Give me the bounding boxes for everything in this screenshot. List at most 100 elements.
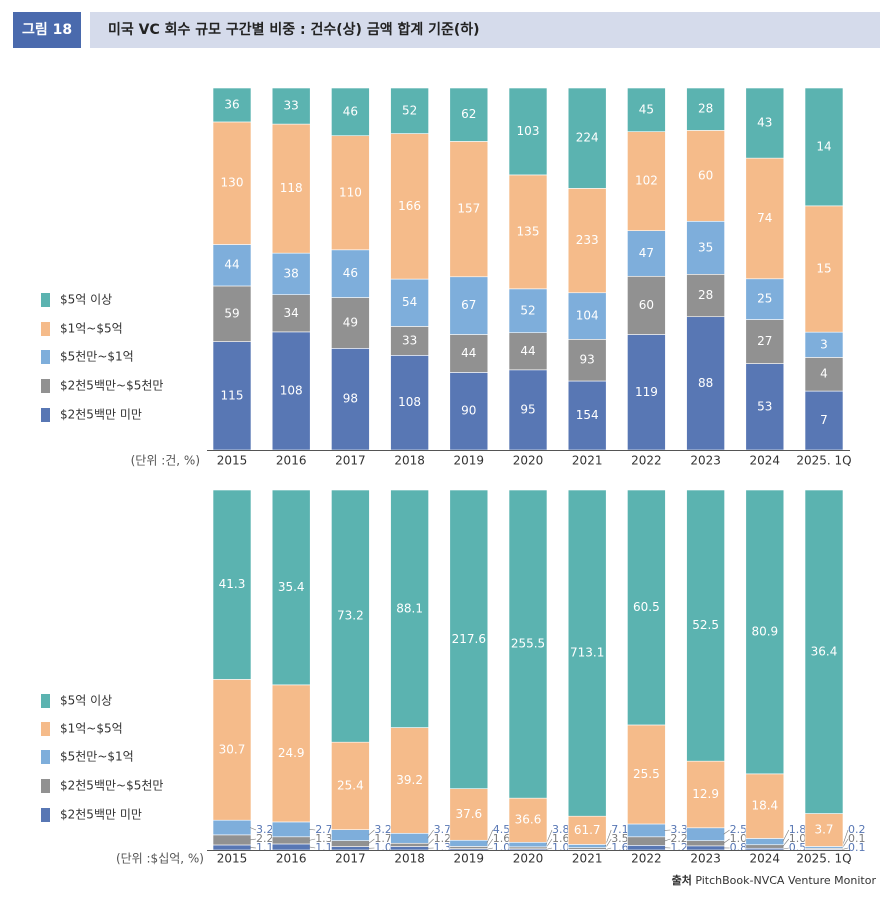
data-label-100-500-amount: 61.7	[574, 823, 601, 837]
bar-segment-over-500-amount	[271, 489, 311, 686]
bar-segment-over-500-count	[390, 87, 429, 134]
source-label: 출처	[671, 874, 692, 887]
bar-segment-under-25-amount	[271, 843, 311, 851]
data-label-50-100-amount: 3.7	[434, 823, 452, 836]
x-tick-label: 2024	[750, 454, 781, 468]
bar-segment-over-500-amount	[508, 489, 548, 799]
bar-segment-100-500-amount	[686, 760, 725, 829]
data-label-under-25-count: 119	[635, 385, 658, 399]
x-tick-label: 2018	[394, 852, 425, 866]
data-label-100-500-count: 110	[339, 185, 362, 199]
leader-line	[782, 829, 790, 842]
data-label-over-500-count: 28	[698, 102, 713, 116]
data-label-50-100-count: 46	[343, 266, 358, 280]
bar-segment-50-100-count	[508, 288, 548, 334]
bar-segment-over-500-count	[331, 87, 370, 137]
bar-segment-50-100-amount	[627, 823, 666, 838]
data-label-100-500-amount: 39.2	[396, 773, 423, 787]
leader-line	[486, 847, 493, 850]
bar-segment-50-100-count	[331, 249, 370, 298]
data-label-over-500-amount: 41.3	[219, 577, 246, 591]
data-label-100-500-amount: 37.6	[455, 807, 482, 821]
data-label-50-100-amount: 4.5	[493, 823, 511, 836]
x-tick-label: 2022	[631, 852, 662, 866]
bar-segment-100-500-count	[508, 174, 548, 290]
data-label-25-50-count: 34	[284, 306, 299, 320]
data-label-25-50-amount: 1.0	[789, 832, 807, 845]
data-label-100-500-amount: 36.6	[515, 813, 542, 827]
x-tick-label: 2025. 1Q	[796, 454, 851, 468]
data-label-under-25-count: 88	[698, 376, 713, 390]
bar-segment-25-50-amount	[331, 840, 370, 847]
data-label-100-500-count: 15	[816, 262, 831, 276]
data-label-under-25-count: 115	[221, 388, 244, 402]
bar-segment-under-25-amount	[686, 845, 725, 851]
bar-segment-100-500-count	[271, 123, 311, 254]
data-label-100-500-count: 118	[280, 181, 303, 195]
bar-segment-over-500-amount	[449, 489, 489, 789]
bar-segment-over-500-amount	[627, 489, 666, 726]
data-label-under-25-count: 90	[461, 404, 476, 418]
legend-swatch	[41, 722, 50, 736]
bar-segment-100-500-count	[331, 135, 370, 251]
bar-segment-25-50-amount	[390, 842, 429, 847]
bar-segment-25-50-amount	[686, 840, 725, 847]
legend-label: $5억 이상	[60, 293, 112, 307]
data-label-25-50-amount: 2.2	[670, 832, 688, 845]
bar-segment-over-500-count	[567, 87, 607, 189]
data-label-over-500-count: 224	[576, 131, 599, 145]
figure-label: 그림 18	[13, 12, 81, 48]
leader-line	[782, 847, 789, 850]
leader-line	[249, 827, 257, 831]
unit-label: (단위 :건, %)	[131, 454, 200, 468]
legend-swatch	[41, 379, 50, 393]
leader-line	[723, 829, 730, 835]
bar-segment-over-500-count	[449, 87, 489, 142]
data-label-25-50-count: 59	[224, 306, 239, 320]
bar-segment-100-500-amount	[745, 773, 785, 839]
legend-label: $5억 이상	[60, 694, 112, 708]
bar-segment-100-500-amount	[212, 679, 252, 821]
x-tick-label: 2016	[276, 454, 307, 468]
x-tick-label: 2021	[572, 454, 603, 468]
data-label-50-100-count: 35	[698, 240, 713, 254]
leader-line	[368, 838, 375, 844]
x-tick-label: 2023	[690, 852, 721, 866]
bar-segment-50-100-amount	[449, 839, 489, 847]
bar-segment-under-25-count	[449, 372, 489, 451]
data-label-25-50-amount: 1.3	[315, 832, 333, 845]
legend-label: $1억~$5억	[60, 322, 123, 336]
figure-title: 미국 VC 회수 규모 구간별 비중 : 건수(상) 금액 합계 기준(하)	[90, 12, 880, 48]
data-label-50-100-count: 25	[757, 292, 772, 306]
bar-segment-over-500-amount	[745, 489, 785, 775]
data-label-under-25-count: 95	[520, 402, 535, 416]
bar-segment-50-100-amount	[271, 821, 311, 838]
bar-segment-25-50-amount	[745, 844, 785, 849]
leader-line	[545, 847, 553, 850]
bar-segment-over-500-count	[745, 87, 785, 159]
data-label-under-25-count: 154	[576, 408, 599, 422]
data-label-over-500-amount: 80.9	[751, 624, 778, 638]
bar-segment-100-500-count	[449, 141, 489, 278]
data-label-over-500-count: 52	[402, 103, 417, 117]
bar-segment-50-100-amount	[567, 844, 607, 848]
bar-segment-over-500-count	[627, 87, 666, 132]
leader-line	[309, 829, 316, 831]
legend-swatch	[41, 808, 50, 822]
leader-line	[309, 846, 316, 849]
bar-segment-50-100-amount	[686, 827, 725, 842]
data-label-100-500-count: 130	[221, 176, 244, 190]
data-label-100-500-count: 74	[757, 211, 772, 225]
data-label-50-100-amount: 0.2	[848, 823, 866, 836]
data-label-25-50-amount: 0.1	[848, 832, 866, 845]
legend-label: $5천만~$1억	[60, 349, 134, 364]
data-label-over-500-amount: 52.5	[692, 618, 719, 632]
data-label-25-50-amount: 1.7	[374, 832, 392, 845]
bar-segment-25-50-amount	[271, 836, 311, 845]
bar-segment-100-500-amount	[271, 684, 311, 823]
bar-segment-25-50-count	[331, 297, 370, 349]
bar-segment-100-500-amount	[567, 815, 607, 845]
data-label-25-50-count: 33	[402, 333, 417, 347]
legend-label: $2천5백만~$5천만	[60, 378, 163, 393]
